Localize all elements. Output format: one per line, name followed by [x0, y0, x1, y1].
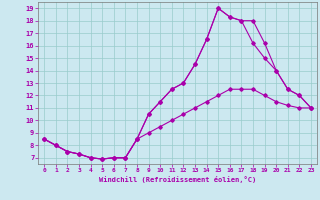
X-axis label: Windchill (Refroidissement éolien,°C): Windchill (Refroidissement éolien,°C): [99, 176, 256, 183]
